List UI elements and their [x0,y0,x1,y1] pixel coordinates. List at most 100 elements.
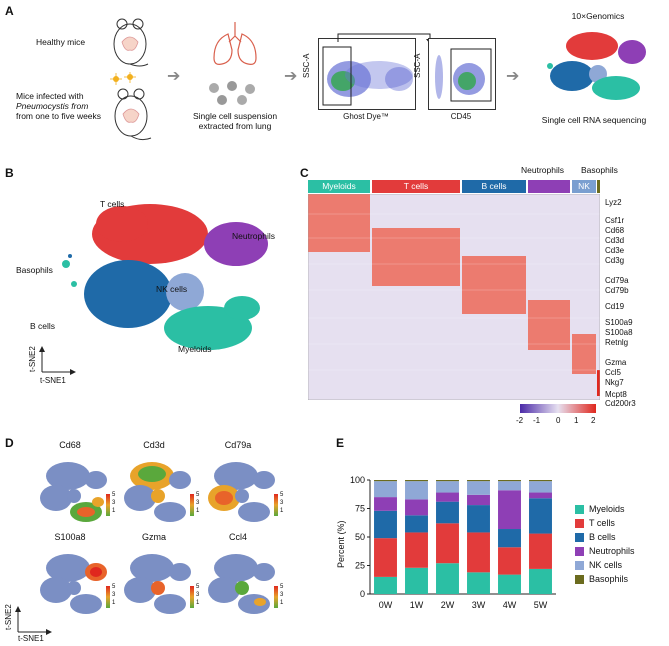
flow-plot-ghostdye [318,38,416,110]
bar-segment [467,532,490,573]
bar-segment [436,563,459,594]
tick: 3 [280,592,284,598]
bar-segment [498,529,521,548]
feature-title-s100a8: S100a8 [54,532,86,542]
legend-label: Neutrophils [589,546,635,556]
suspension-line-2: extracted from lung [198,120,272,131]
label-tcells: T cells [100,199,125,209]
x-tick-label: 4W [503,600,517,610]
gene-label: Cd79a [605,276,629,285]
bar-segment [467,481,490,495]
gene-label: S100a9 [605,318,633,327]
bar-segment [529,533,552,569]
tick: 3 [196,500,200,506]
tsne-axis-d [15,606,52,635]
sequencing-label: Single cell RNA sequencing [541,115,647,125]
tick: 5 [196,584,200,590]
feature-colorbar [274,494,278,516]
feature-plot-gzma [124,554,191,614]
suspension-label: Single cell suspension extracted from lu… [180,111,290,132]
bar-segment [529,498,552,534]
tick: 1 [112,600,116,606]
panel-label-b: B [5,166,14,180]
feature-title-ccl4: Ccl4 [228,532,247,542]
feature-plot-cd68 [40,462,107,522]
bar-segment [436,481,459,493]
label-basophils: Basophils [16,265,53,275]
tsne1-label-d: t-SNE1 [18,634,44,643]
bar-segment [374,481,397,498]
bar-segment [498,574,521,594]
banner-myeloids: Myeloids [308,180,370,193]
bar-segment [498,480,521,482]
tick: 3 [280,500,284,506]
cell-suspension-icon [209,81,255,105]
tick: 5 [112,492,116,498]
gene-label: Cd3d [605,236,625,245]
healthy-mice-label: Healthy mice [36,37,86,47]
x-tick-label: 5W [534,600,548,610]
tick: 1 [280,508,284,514]
feature-colorbar-ticks: 5 3 1 [196,491,199,515]
bar-segment [467,494,490,506]
colorbar-tick: 0 [556,416,561,425]
legend-swatch [575,504,584,514]
legend-bcells: B cells [575,532,616,542]
top-label-basophils: Basophils [581,165,618,175]
panel-label-e: E [336,436,345,450]
y-tick-label: 100 [350,475,365,485]
tick: 1 [112,508,116,514]
bar-segment [374,480,397,482]
flow2-x-label: CD45 [450,112,472,121]
bar-segment [436,523,459,564]
label-bcells: B cells [30,321,56,331]
legend-label: B cells [589,532,616,542]
flow1-x-label: Ghost Dye™ [343,112,389,121]
y-tick-label: 0 [360,589,365,599]
bar-segment [467,480,490,482]
bar-segment [529,568,552,594]
flow-plot-cd45 [428,38,496,110]
bar-segment [405,515,428,533]
y-tick-label: 75 [355,504,365,514]
banner-neutrophils [528,180,570,193]
gene-label: Cd68 [605,226,625,235]
feature-colorbar-ticks: 5 3 1 [280,583,283,607]
bar-segment [529,481,552,493]
gene-label: Nkg7 [605,378,624,387]
y-tick-label: 25 [355,561,365,571]
tsne-axis-b [39,346,76,375]
tsne1-label-b: t-SNE1 [40,376,66,385]
bar-segment [436,492,459,502]
feature-plot-ccl4 [208,554,275,614]
feature-colorbar-ticks: 5 3 1 [196,583,199,607]
bar-segment [529,480,552,482]
feature-plot-cd79a [208,462,275,522]
panel-label-a: A [5,4,14,18]
genomics-label: 10×Genomics [571,11,625,21]
bar-segment [374,510,397,539]
gene-label: Mcpt8 [605,390,627,399]
gene-label: Csf1r [605,216,625,225]
cluster-nk [166,273,204,311]
x-tick-label: 3W [472,600,486,610]
arrow-icon: ➔ [284,68,298,85]
heatmap-colorbar [520,404,596,413]
legend-swatch [575,574,584,584]
top-label-neutrophils: Neutrophils [521,165,564,175]
gene-label: Ccl5 [605,368,622,377]
feature-colorbar [106,586,110,608]
tick: 5 [112,584,116,590]
gene-label: Lyz2 [605,198,622,207]
gene-label: Cd3e [605,246,625,255]
panel-label-c: C [300,166,309,180]
feature-title-cd3d: Cd3d [143,440,165,450]
legend-nkcells: NK cells [575,560,622,570]
cluster-bcells [84,260,172,328]
bar-segment [374,576,397,594]
bar-segment [529,492,552,499]
tsne2-label-d: t-SNE2 [4,604,13,630]
colorbar-tick: -1 [533,416,541,425]
bar-segment [467,505,490,533]
gene-heatmap [308,194,600,400]
